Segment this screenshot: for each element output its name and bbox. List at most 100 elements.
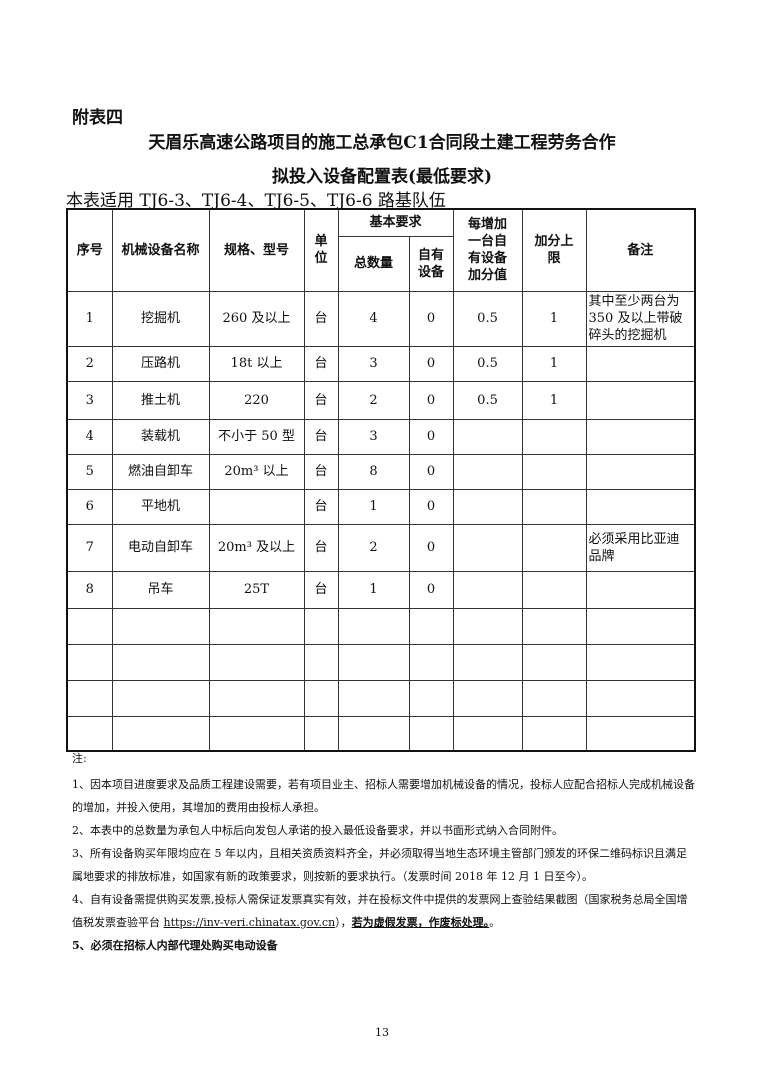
cell-cap — [521, 523, 587, 572]
cell-bonus — [452, 570, 523, 609]
cell-bonus: 0.5 — [452, 290, 523, 347]
header-name: 机械设备名称 — [111, 208, 210, 292]
cell-no: 6 — [66, 488, 113, 525]
cell-remark — [585, 570, 696, 609]
cell-no: 1 — [66, 290, 113, 347]
cell-owned: 0 — [408, 290, 454, 347]
cell-remark — [585, 345, 696, 382]
cell-no — [66, 607, 113, 645]
cell-total: 8 — [337, 453, 410, 490]
note-4: 4、自有设备需提供购买发票,投标人需保证发票真实有效，并在投标文件中提供的发票网… — [72, 888, 696, 934]
page-number: 13 — [375, 1026, 389, 1039]
cell-unit: 台 — [303, 523, 339, 572]
cell-spec — [208, 715, 305, 752]
cell-total — [337, 643, 410, 681]
table-row: 3 推土机 220 台 2 0 0.5 1 — [66, 380, 696, 420]
cell-name: 平地机 — [111, 488, 210, 525]
table-row: 6 平地机 台 1 0 — [66, 488, 696, 525]
cell-owned: 0 — [408, 570, 454, 609]
cell-cap — [521, 418, 587, 455]
table-row: 2 压路机 18t 以上台 3 0 0.5 1 — [66, 345, 696, 382]
cell-bonus — [452, 607, 523, 645]
equipment-table: 序号 机械设备名称 规格、型号 单位 基本要求 每增加一台自有设备加分值 加分上… — [66, 208, 697, 752]
cell-owned: 0 — [408, 345, 454, 382]
cell-owned — [408, 607, 454, 645]
notes-heading: 注: — [72, 752, 87, 765]
invoice-verify-link[interactable]: https://inv-veri.chinatax.gov.cn — [163, 916, 336, 929]
table-row: 7 电动自卸车 20m³ 及以上台 2 0 必须采用比亚迪品牌 — [66, 523, 696, 572]
note-4-text: 4、自有设备需提供购买发票,投标人需保证发票真实有效，并在投标文件中提供的发票网… — [72, 893, 688, 929]
cell-name — [111, 607, 210, 645]
cell-no: 3 — [66, 380, 113, 420]
header-total: 总数量 — [337, 235, 410, 292]
cell-spec — [208, 643, 305, 681]
cell-cap — [521, 570, 587, 609]
cell-remark — [585, 715, 696, 752]
cell-total: 2 — [337, 380, 410, 420]
cell-owned: 0 — [408, 488, 454, 525]
cell-bonus — [452, 523, 523, 572]
cell-unit: 台 — [303, 453, 339, 490]
cell-unit: 台 — [303, 570, 339, 609]
cell-no: 5 — [66, 453, 113, 490]
cell-bonus: 0.5 — [452, 380, 523, 420]
cell-spec — [208, 679, 305, 717]
header-no: 序号 — [66, 208, 113, 292]
cell-cap — [521, 679, 587, 717]
cell-cap: 1 — [521, 290, 587, 347]
cell-remark — [585, 453, 696, 490]
cell-remark: 必须采用比亚迪品牌 — [585, 523, 696, 572]
cell-spec: 20m³ 及以上 — [208, 523, 305, 572]
cell-cap: 1 — [521, 380, 587, 420]
cell-name: 吊车 — [111, 570, 210, 609]
cell-cap — [521, 453, 587, 490]
cell-total: 1 — [337, 488, 410, 525]
cell-cap — [521, 643, 587, 681]
cell-spec — [208, 607, 305, 645]
cell-remark — [585, 607, 696, 645]
cell-no: 4 — [66, 418, 113, 455]
cell-no: 7 — [66, 523, 113, 572]
cell-owned — [408, 679, 454, 717]
cell-bonus — [452, 643, 523, 681]
table-row: 8 吊车 25T 台 1 0 — [66, 570, 696, 609]
cell-spec: 260 及以上 — [208, 290, 305, 347]
cell-bonus — [452, 679, 523, 717]
table-row — [66, 607, 696, 645]
table-row — [66, 643, 696, 681]
cell-total: 3 — [337, 418, 410, 455]
note-5: 5、必须在招标人内部代理处购买电动设备 — [72, 939, 278, 952]
cell-owned: 0 — [408, 453, 454, 490]
cell-total — [337, 679, 410, 717]
title-line-1: 天眉乐高速公路项目的施工总承包C1合同段土建工程劳务合作 — [148, 133, 616, 153]
cell-remark: 其中至少两台为350 及以上带破碎头的挖掘机 — [585, 290, 696, 347]
cell-owned: 0 — [408, 418, 454, 455]
cell-unit: 台 — [303, 290, 339, 347]
cell-total — [337, 607, 410, 645]
cell-no: 8 — [66, 570, 113, 609]
cell-name — [111, 679, 210, 717]
cell-total — [337, 715, 410, 752]
cell-cap: 1 — [521, 345, 587, 382]
cell-unit: 台 — [303, 418, 339, 455]
appendix-label: 附表四 — [72, 108, 123, 128]
header-bonus: 每增加一台自有设备加分值 — [452, 208, 523, 292]
cell-remark — [585, 488, 696, 525]
cell-unit: 台 — [303, 345, 339, 382]
header-spec: 规格、型号 — [208, 208, 305, 292]
cell-no — [66, 679, 113, 717]
title-line-2: 拟投入设备配置表(最低要求) — [271, 167, 493, 187]
cell-unit — [303, 715, 339, 752]
cell-name — [111, 643, 210, 681]
cell-total: 2 — [337, 523, 410, 572]
header-cap: 加分上限 — [521, 208, 587, 292]
cell-bonus — [452, 488, 523, 525]
cell-no: 2 — [66, 345, 113, 382]
cell-remark — [585, 380, 696, 420]
note-4-warning: 若为虚假发票，作废标处理。 — [351, 916, 490, 929]
cell-bonus — [452, 715, 523, 752]
note-2: 2、本表中的总数量为承包人中标后向发包人承诺的投入最低设备要求，并以书面形式纳入… — [72, 824, 563, 837]
cell-bonus — [452, 453, 523, 490]
cell-remark — [585, 679, 696, 717]
header-unit: 单位 — [303, 208, 339, 292]
